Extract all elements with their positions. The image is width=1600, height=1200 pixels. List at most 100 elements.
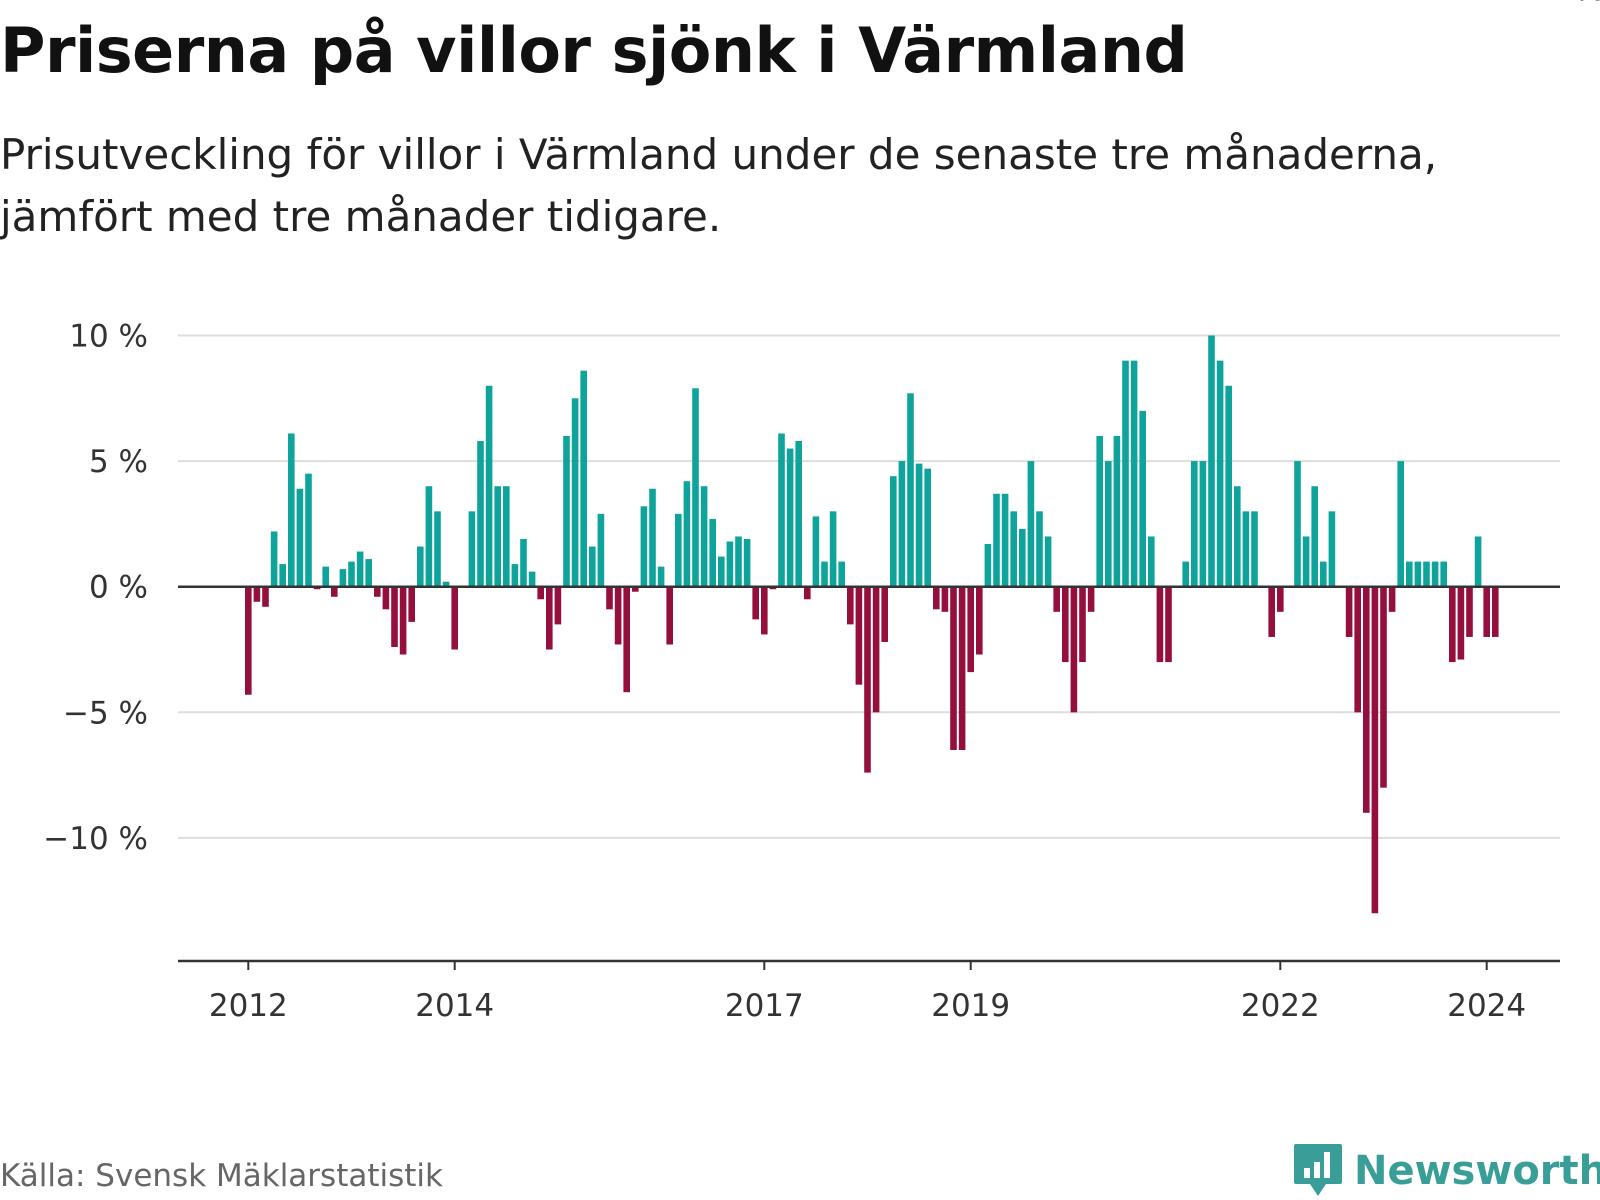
bar [890,476,897,587]
bar [1191,461,1198,587]
bar [666,586,673,645]
bar [872,586,880,713]
x-tick-label: 2017 [725,988,804,1024]
x-tick-label: 2022 [1241,988,1320,1024]
bar [735,536,742,587]
bar [1242,511,1250,587]
bar [417,546,424,587]
bar [580,370,587,587]
bar [503,486,510,587]
bar [571,398,579,587]
bar [1328,511,1336,587]
bar [382,586,390,610]
bar [1294,461,1301,587]
bar [718,556,725,587]
bar [1165,586,1172,663]
bar [709,518,716,587]
x-tick-label: 2019 [931,988,1010,1024]
bar [597,513,605,587]
bar [752,586,759,620]
bar [941,586,949,612]
bar [700,486,708,587]
bar [391,586,398,647]
bar [528,571,536,587]
bar [984,544,992,587]
bar [1363,586,1370,813]
bar [468,511,476,587]
bar [1457,586,1465,660]
bar [1302,536,1310,587]
bar [1492,586,1499,637]
bar [1122,360,1129,587]
bar [657,566,665,587]
bar [933,586,940,610]
bar [1216,360,1224,587]
bar [1148,536,1155,587]
bar [993,493,1000,587]
bar [1113,435,1121,587]
y-tick-label: −5 % [63,695,148,731]
bar [296,488,304,587]
bar [786,448,794,587]
bar [1423,561,1430,587]
bar [356,551,364,587]
bar [898,461,906,587]
bar [855,586,863,685]
bar [1070,586,1078,713]
y-tick-label: 5 % [89,444,148,480]
bar [520,538,527,587]
bar [1105,461,1112,587]
bar [1371,586,1379,914]
bar [1251,511,1258,587]
bar [1431,561,1439,587]
bar [1483,586,1490,637]
bar [1397,461,1404,587]
bar [675,513,682,587]
brand-name: Newsworthy [1354,1148,1600,1194]
bar [563,435,570,587]
bar [623,586,630,693]
bar [606,586,613,610]
bar [1345,586,1353,637]
bar [451,586,458,650]
bar [640,506,648,587]
bar [847,586,854,625]
bar [339,569,347,587]
bar [1199,461,1207,587]
bar [537,586,544,600]
bar [1062,586,1069,663]
bar [864,586,871,773]
bar [1053,586,1060,612]
bar [279,564,286,587]
bar [649,488,656,587]
bar [1449,586,1456,663]
bar [262,586,269,607]
source-note: Källa: Svensk Mäklarstatistik [0,1158,443,1194]
bar [683,481,691,587]
bar [924,468,931,587]
bar [546,586,553,650]
bar [589,546,596,587]
bar [322,566,329,587]
bar [313,586,321,590]
bar [434,511,441,587]
x-axis: 2012 2014 2017 2019 2022 2024 [178,959,1560,1024]
bar [399,586,407,655]
bar [614,586,622,645]
bar [305,473,312,587]
bar [1354,586,1361,713]
bar [494,486,501,587]
bar [743,538,751,587]
bar [270,531,278,587]
bar [1406,561,1413,587]
bar [1096,435,1103,587]
bar [1208,335,1215,587]
bar [795,441,802,587]
bar [1130,360,1138,587]
bar [288,433,295,587]
bar [1466,586,1473,637]
newsworthy-logo[interactable]: Newsworthy [1292,1142,1600,1200]
bar [1320,561,1327,587]
bar [1079,586,1086,663]
bar [881,586,888,642]
